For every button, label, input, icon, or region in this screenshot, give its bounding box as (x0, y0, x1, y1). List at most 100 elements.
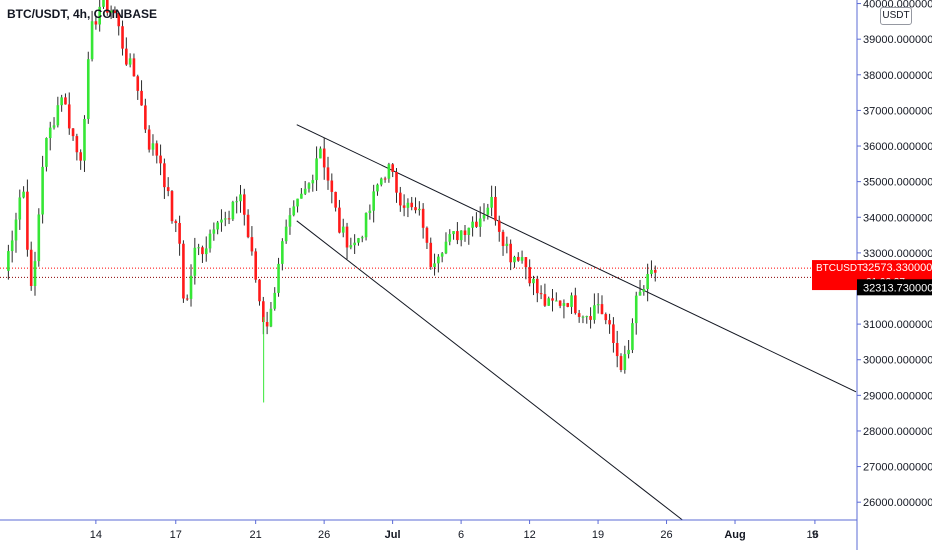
candle (353, 234, 356, 254)
candle (29, 241, 33, 291)
currency-unit-badge[interactable]: USDT (880, 7, 912, 25)
candle-body (608, 320, 611, 325)
candle (140, 80, 143, 106)
candle (467, 227, 471, 245)
candle-body (383, 178, 387, 180)
candle (223, 211, 227, 227)
candle-body (269, 308, 273, 327)
y-tick-label: 26000.00000000 (863, 497, 932, 509)
candle-body (258, 279, 261, 302)
candle (589, 307, 592, 329)
candle (197, 243, 200, 256)
candle-body (467, 227, 471, 235)
x-tick-label: 17 (170, 529, 182, 541)
candle (273, 287, 277, 311)
candle (650, 260, 653, 277)
candle (535, 275, 539, 303)
x-tick-label: 26 (318, 529, 330, 541)
candle-body (589, 316, 592, 320)
y-tick-label: 27000.00000000 (863, 462, 932, 474)
candle (634, 291, 638, 335)
candle-body (288, 215, 292, 227)
candle-body (505, 243, 509, 246)
candle-body (67, 104, 71, 129)
candle-body (566, 303, 570, 307)
candle (402, 194, 406, 217)
candle (475, 212, 478, 228)
trendline-lower[interactable] (296, 220, 692, 528)
candle (482, 203, 486, 222)
candle-body (235, 201, 238, 203)
candle-body (482, 214, 486, 219)
candle (368, 204, 372, 220)
candle-body (612, 324, 615, 343)
candle (208, 229, 212, 253)
candle-body (227, 218, 231, 220)
candle (577, 309, 581, 323)
y-tick-label: 37000.00000000 (863, 105, 932, 117)
candle (383, 176, 387, 183)
candle-body (501, 231, 505, 246)
symbol-name-label: BTCUSDT (816, 263, 863, 274)
candle (315, 146, 318, 191)
trend-channel[interactable] (296, 124, 857, 528)
candle (463, 224, 467, 242)
candle (494, 186, 497, 226)
candle-body (90, 21, 94, 60)
candle-body (106, 0, 109, 13)
candle (421, 203, 425, 239)
candle (520, 250, 524, 264)
candle-body (254, 251, 258, 280)
candle (596, 293, 600, 314)
candle (60, 94, 63, 112)
candle-body (551, 298, 554, 301)
candle-body (170, 191, 174, 222)
x-tick-label: 21 (250, 529, 262, 541)
candle (220, 209, 223, 232)
candle (71, 127, 75, 141)
candle (360, 235, 364, 243)
candle (558, 300, 562, 309)
candle (456, 222, 459, 245)
y-tick-label: 36000.00000000 (863, 141, 932, 153)
candle-body (174, 221, 178, 224)
candle-body (520, 257, 524, 261)
candle-body (399, 192, 402, 206)
candle (52, 117, 56, 130)
candle (37, 208, 41, 267)
candle (201, 245, 204, 263)
candle-body (125, 48, 128, 65)
x-tick-label: Jul (385, 529, 401, 541)
candle-body (543, 294, 547, 306)
candle-body (60, 97, 63, 106)
x-tick-label: 16 (807, 529, 819, 541)
price-markers: BTCUSDT32573.3300000001:02:3732313.73000… (812, 260, 932, 296)
candle-body (646, 274, 649, 290)
candle (551, 288, 554, 312)
y-tick-label: 38000.00000000 (863, 70, 932, 82)
candle (86, 51, 90, 124)
candle (109, 5, 113, 20)
candle (524, 257, 528, 280)
candle-body (197, 247, 200, 249)
candle-body (593, 305, 596, 320)
candle (406, 198, 410, 218)
candle (440, 251, 444, 263)
candle (631, 318, 634, 354)
candle (26, 179, 29, 257)
trendline-upper[interactable] (296, 124, 857, 393)
candle (14, 212, 18, 253)
candle-body (341, 226, 345, 233)
candle (98, 0, 101, 32)
candle-body (372, 191, 375, 211)
candle (471, 216, 474, 237)
candle-body (353, 242, 356, 246)
candle (497, 215, 501, 242)
candle-body (437, 256, 440, 264)
candle (615, 330, 619, 368)
candle-body (223, 218, 227, 220)
candle (79, 149, 82, 170)
y-tick-label: 28000.00000000 (863, 426, 932, 438)
candle (608, 313, 611, 334)
